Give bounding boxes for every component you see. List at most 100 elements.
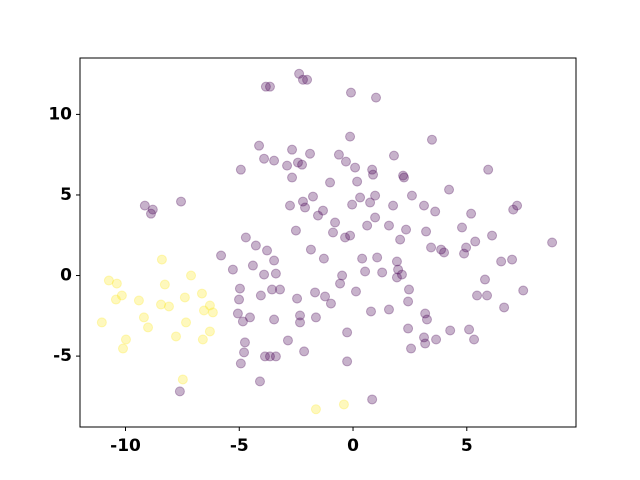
- scatter-point: [388, 150, 399, 161]
- scatter-point: [181, 317, 192, 328]
- scatter-point: [155, 299, 166, 310]
- scatter-point: [370, 190, 381, 201]
- y-tick-label: 5: [60, 185, 72, 205]
- scatter-point: [199, 305, 209, 316]
- scatter-point: [421, 314, 432, 325]
- scatter-point: [110, 294, 121, 305]
- scatter-point: [262, 245, 273, 256]
- scatter-point: [305, 244, 316, 255]
- scatter-point: [239, 347, 250, 358]
- scatter-point: [285, 200, 296, 211]
- scatter-point: [340, 156, 351, 167]
- scatter-point: [420, 338, 431, 349]
- scatter-point: [483, 164, 494, 175]
- scatter-point: [254, 376, 265, 387]
- scatter-point: [383, 220, 394, 231]
- scatter-point: [145, 208, 156, 219]
- scatter-point: [274, 284, 285, 295]
- scatter-point: [234, 294, 245, 305]
- scatter-point: [282, 335, 293, 346]
- scatter-point: [335, 278, 346, 289]
- scatter-point: [156, 254, 167, 265]
- scatter-point: [163, 301, 174, 312]
- scatter-point: [138, 312, 149, 323]
- scatter-point: [120, 334, 131, 345]
- scatter-point: [342, 327, 353, 338]
- scatter-point: [426, 134, 437, 145]
- scatter-point: [499, 302, 510, 313]
- scatter-point: [310, 404, 321, 415]
- scatter-point: [330, 217, 341, 228]
- scatter-point: [255, 290, 266, 301]
- scatter-point: [366, 306, 377, 317]
- scatter-point: [444, 184, 455, 195]
- scatter-point: [518, 285, 529, 296]
- scatter-point: [312, 210, 323, 221]
- scatter-point: [338, 399, 349, 410]
- y-tick-label: 10: [48, 104, 72, 124]
- scatter-point: [111, 278, 122, 289]
- scatter-point: [388, 200, 399, 211]
- scatter-point: [371, 92, 382, 103]
- scatter-point: [235, 164, 246, 175]
- scatter-point: [325, 177, 336, 188]
- scatter-point: [466, 208, 477, 219]
- x-tick-label: 5: [461, 436, 473, 456]
- scatter-point: [103, 275, 114, 286]
- scatter-point: [357, 253, 368, 264]
- scatter-point: [459, 248, 470, 259]
- scatter-point: [470, 236, 481, 247]
- scatter-point: [421, 226, 432, 237]
- scatter-point: [403, 323, 414, 334]
- scatter-point: [254, 140, 265, 151]
- scatter-point: [391, 256, 402, 267]
- scatter-point: [487, 230, 498, 241]
- scatter-point: [196, 288, 207, 299]
- scatter-point: [333, 149, 344, 160]
- scatter-point: [345, 230, 356, 241]
- scatter-point: [290, 225, 301, 236]
- x-tick-label: 0: [347, 436, 359, 456]
- x-tick-label: -10: [110, 436, 141, 456]
- scatter-point: [345, 131, 356, 142]
- scatter-point: [370, 212, 381, 223]
- scatter-point: [419, 200, 430, 211]
- scatter-point: [294, 68, 305, 79]
- scatter-point: [270, 268, 281, 279]
- scatter-point: [204, 326, 215, 337]
- scatter-point: [239, 337, 250, 348]
- scatter-point: [234, 283, 245, 294]
- scatter-point: [186, 270, 197, 281]
- y-tick-label: -5: [53, 346, 72, 366]
- scatter-point: [207, 307, 218, 318]
- scatter-point: [305, 148, 316, 159]
- scatter-point: [307, 191, 318, 202]
- scatter-point: [496, 256, 507, 267]
- scatter-point: [472, 290, 483, 301]
- scatter-point: [347, 199, 358, 210]
- scatter-point: [508, 204, 519, 215]
- scatter-point: [240, 232, 251, 243]
- scatter-point: [355, 192, 366, 203]
- scatter-point: [367, 164, 378, 175]
- scatter-point: [365, 197, 376, 208]
- scatter-point: [403, 296, 414, 307]
- scatter-point: [318, 253, 329, 264]
- scatter-point: [436, 244, 447, 255]
- scatter-point: [406, 343, 417, 354]
- scatter-point: [302, 74, 313, 85]
- scatter-point: [398, 172, 409, 183]
- scatter-point: [362, 220, 373, 231]
- scatter-point: [340, 232, 351, 243]
- scatter-point: [426, 242, 437, 253]
- scatter-point: [420, 308, 431, 319]
- scatter-point: [159, 279, 170, 290]
- scatter-point: [403, 284, 414, 295]
- scatter-point: [247, 260, 258, 271]
- scatter-point: [445, 325, 456, 336]
- scatter-point: [328, 227, 339, 238]
- scatter-point: [264, 81, 275, 92]
- scatter-point: [96, 317, 107, 328]
- scatter-point: [244, 312, 255, 323]
